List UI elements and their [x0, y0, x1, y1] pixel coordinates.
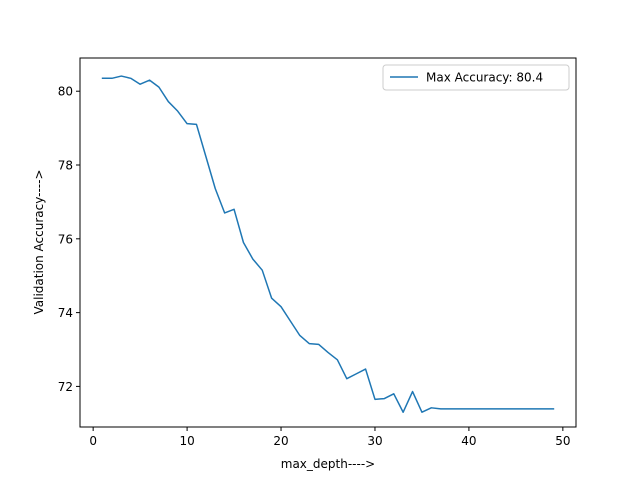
y-tick-label: 80	[58, 85, 73, 99]
series-layer	[101, 75, 555, 413]
y-axis-ticks: 72 74 76 78 80	[58, 85, 80, 394]
series-line-0	[101, 75, 555, 413]
legend: Max Accuracy: 80.4	[382, 64, 570, 91]
x-tick-label: 20	[273, 434, 288, 448]
plot-frame	[79, 57, 577, 428]
x-axis-ticks: 0 10 20 30 40 50	[89, 427, 570, 448]
x-tick-label: 50	[555, 434, 570, 448]
x-axis-label: max_depth---->	[281, 457, 375, 471]
y-tick-label: 78	[58, 159, 73, 173]
x-tick-label: 0	[89, 434, 97, 448]
y-tick-label: 72	[58, 380, 73, 394]
y-axis-label: Validation Accuracy---->	[32, 169, 46, 314]
x-tick-label: 30	[367, 434, 382, 448]
y-tick-label: 74	[58, 306, 73, 320]
legend-label: Max Accuracy: 80.4	[426, 71, 543, 85]
x-tick-label: 10	[179, 434, 194, 448]
legend-box	[382, 64, 570, 91]
y-tick-label: 76	[58, 232, 73, 246]
x-tick-label: 40	[461, 434, 476, 448]
